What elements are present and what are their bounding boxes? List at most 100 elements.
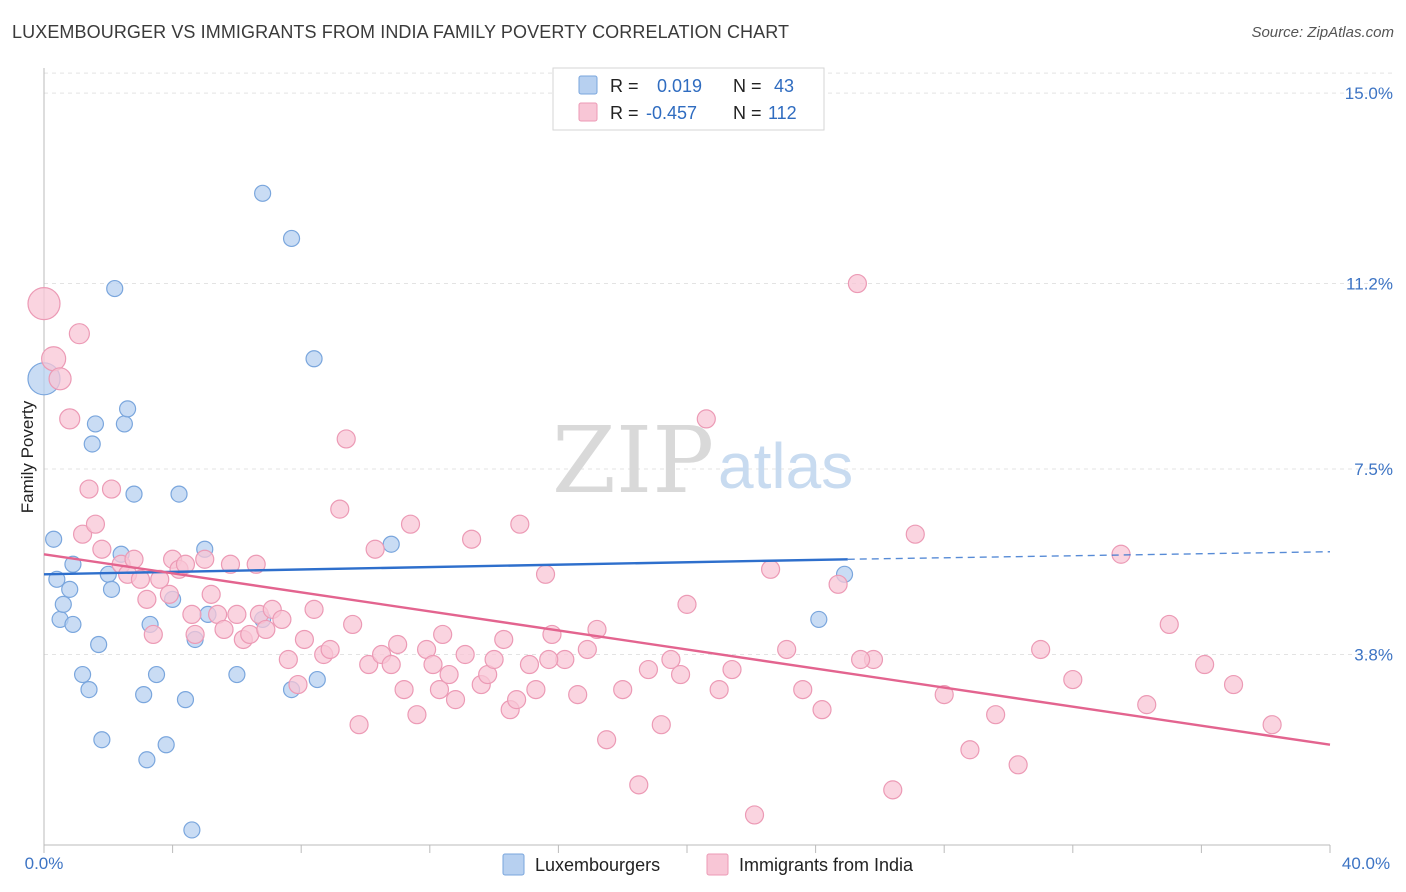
legend-n-value-blue: 43	[774, 76, 794, 96]
india-point-28	[227, 604, 247, 625]
india-point-72	[577, 639, 597, 660]
india-point-36	[288, 674, 308, 695]
india-point-75	[613, 679, 633, 700]
india-point-87	[793, 679, 813, 700]
india-point-86	[777, 639, 797, 660]
india-point-49	[388, 634, 408, 655]
india-point-20	[175, 554, 196, 574]
legend-n-label-pink: N =	[733, 103, 762, 123]
india-point-1	[41, 346, 67, 372]
india-point-83	[722, 659, 742, 680]
india-point-96	[986, 705, 1006, 725]
luxembourgers-point-38	[305, 350, 323, 368]
india-point-104	[1223, 674, 1244, 695]
india-point-27	[220, 554, 241, 574]
india-point-58	[455, 644, 475, 665]
luxembourgers-point-20	[125, 485, 143, 503]
india-point-78	[651, 715, 671, 735]
luxembourgers-point-27	[170, 485, 188, 503]
trend-line-india	[43, 553, 1331, 746]
india-point-13	[130, 569, 151, 589]
india-point-54	[423, 654, 443, 675]
india-point-34	[272, 609, 292, 630]
india-point-62	[484, 649, 504, 670]
luxembourgers-point-5	[61, 580, 79, 598]
watermark-zip: ZIP	[552, 407, 714, 514]
india-point-17	[159, 584, 179, 604]
legend-r-label-blue: R =	[610, 76, 639, 96]
india-point-94	[934, 685, 954, 705]
india-point-109	[507, 690, 527, 710]
luxembourgers-point-40	[382, 535, 400, 553]
india-point-74	[597, 730, 617, 750]
luxembourgers-point-24	[147, 665, 166, 684]
india-point-30	[240, 624, 260, 645]
luxembourgers-point-41	[810, 610, 828, 629]
india-point-55	[429, 679, 450, 700]
bottom-legend-label-luxembourgers: Luxembourgers	[535, 855, 660, 875]
india-point-21	[182, 604, 202, 625]
india-point-43	[343, 614, 363, 635]
india-point-89	[828, 574, 848, 594]
india-point-107	[539, 649, 559, 670]
luxembourgers-point-33	[228, 665, 246, 684]
india-point-40	[320, 639, 340, 660]
luxembourgers-point-21	[135, 686, 153, 704]
india-point-70	[555, 649, 575, 670]
luxembourgers-point-8	[73, 665, 92, 684]
trend-lines	[43, 551, 1331, 746]
luxembourgers-point-28	[176, 691, 195, 709]
india-point-37	[294, 629, 315, 650]
legend-swatch-blue	[578, 75, 598, 95]
luxembourgers-point-13	[93, 731, 111, 749]
india-point-15	[143, 624, 163, 645]
india-point-52	[407, 705, 427, 725]
india-point-59	[461, 529, 482, 549]
bottom-legend-swatch-pink	[706, 853, 729, 876]
india-point-41	[330, 499, 350, 519]
bottom-legend-label-india: Immigrants from India	[739, 855, 914, 875]
india-point-48	[381, 654, 401, 675]
india-point-9	[101, 479, 122, 499]
india-point-99	[1063, 669, 1083, 690]
india-point-7	[85, 514, 106, 534]
india-point-82	[709, 679, 729, 700]
y-axis-label: Family Poverty	[18, 400, 37, 513]
india-point-42	[336, 429, 356, 449]
india-point-95	[960, 740, 980, 760]
luxembourgers-point-29	[183, 821, 201, 839]
luxembourgers-point-35	[254, 184, 272, 202]
luxembourgers-point-11	[86, 415, 105, 433]
trend-line-luxembourgers	[43, 558, 848, 576]
india-point-38	[304, 599, 324, 619]
trend-line-luxembourgers-extension	[847, 551, 1331, 560]
india-point-88	[812, 700, 832, 720]
india-point-57	[445, 690, 466, 710]
y-axis-tick-labels: 3.8% 7.5% 11.2% 15.0%	[1345, 84, 1393, 664]
chart-title: LUXEMBOURGER VS IMMIGRANTS FROM INDIA FA…	[12, 22, 790, 42]
watermark-atlas: atlas	[718, 430, 853, 502]
luxembourgers-point-1	[45, 530, 63, 548]
correlation-legend: R = 0.019 N = 43 R = -0.457 N = 112	[552, 67, 825, 131]
india-point-110	[246, 554, 266, 574]
india-point-90	[847, 273, 867, 294]
india-point-85	[760, 559, 781, 579]
india-point-24	[201, 584, 221, 604]
india-point-71	[568, 685, 588, 705]
luxembourgers-point-7	[64, 615, 82, 634]
luxembourgers-point-16	[106, 279, 124, 298]
india-point-68	[535, 564, 556, 584]
india-point-77	[638, 659, 659, 680]
india-point-106	[851, 649, 871, 670]
india-point-103	[1195, 654, 1215, 675]
india-point-111	[433, 624, 453, 645]
india-point-35	[278, 649, 298, 670]
india-point-4	[68, 323, 90, 345]
india-point-76	[629, 775, 649, 795]
chart-source: Source: ZipAtlas.com	[1251, 24, 1394, 41]
legend-box	[552, 67, 825, 131]
legend-n-value-pink: 112	[768, 103, 797, 123]
india-point-73	[587, 619, 607, 640]
luxembourgers-point-9	[80, 680, 98, 699]
